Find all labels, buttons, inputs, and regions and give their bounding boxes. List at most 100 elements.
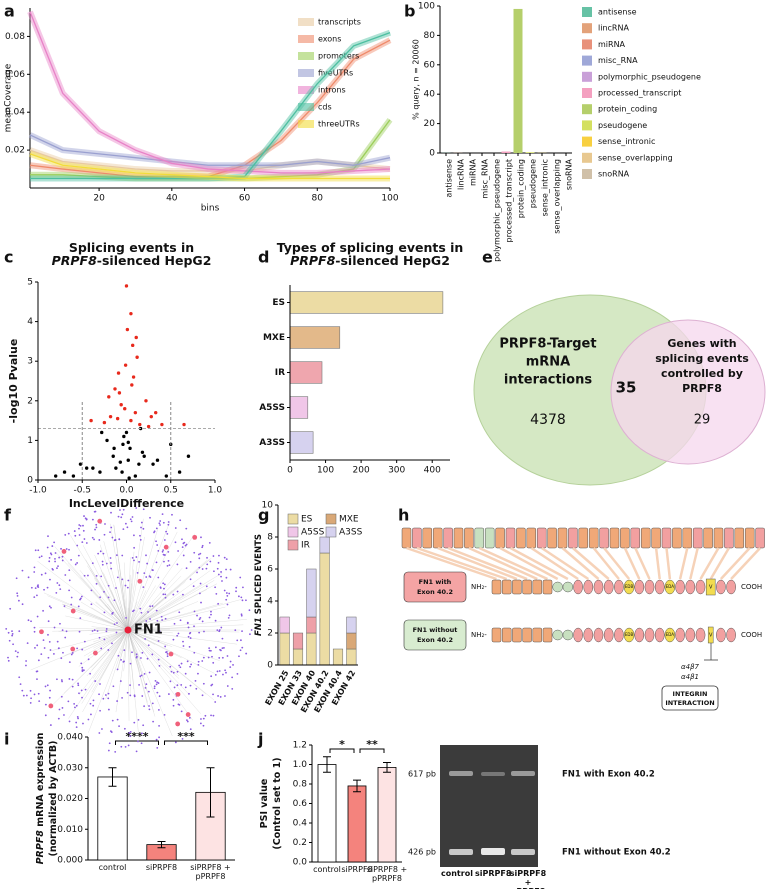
- network-node: [223, 556, 226, 559]
- network-node: [83, 640, 86, 643]
- network-node: [96, 630, 99, 632]
- network-node: [46, 684, 49, 687]
- legend-label: A5SS: [301, 528, 325, 538]
- network-edge: [127, 616, 150, 631]
- network-node: [145, 683, 148, 685]
- network-node: [120, 745, 123, 748]
- isoform-box: [403, 571, 467, 603]
- network-node: [44, 572, 47, 575]
- network-node: [95, 523, 98, 526]
- module-link: [603, 547, 631, 580]
- x-tick-label: 80: [312, 194, 324, 204]
- module: [522, 579, 532, 595]
- network-node: [158, 736, 160, 739]
- network-node: [112, 685, 115, 688]
- network-edge: [127, 608, 151, 631]
- network-edge: [127, 629, 148, 703]
- network-node: [18, 599, 20, 602]
- network-node: [11, 634, 14, 637]
- network-edge: [127, 599, 242, 631]
- network-node: [87, 574, 89, 577]
- label-part: PRPF8: [35, 830, 46, 865]
- network-node: [151, 569, 154, 571]
- network-node: [217, 573, 220, 576]
- module: [542, 627, 553, 643]
- network-node: [241, 646, 244, 649]
- bar-segment: [319, 536, 330, 554]
- network-node: [121, 513, 124, 516]
- network-edge: [64, 629, 129, 656]
- network-node: [198, 566, 201, 569]
- network-edge: [87, 565, 129, 631]
- network-node: [159, 520, 162, 522]
- network-node: [193, 551, 196, 554]
- network-node: [85, 542, 88, 544]
- network-hub-node: [93, 650, 98, 656]
- network-node: [70, 596, 73, 599]
- network-node: [11, 630, 13, 633]
- network-node: [84, 688, 87, 691]
- integrin: α4β7: [681, 663, 700, 671]
- gel-band: [511, 771, 535, 776]
- network-node: [172, 638, 175, 641]
- protein-diagram: FN1 with Exon 40.2 FN1 without Exon 40.2…: [401, 527, 765, 711]
- network-node: [76, 562, 79, 564]
- network-node: [223, 647, 225, 649]
- module: [593, 579, 604, 595]
- network-node: [211, 655, 213, 658]
- network-edge: [107, 603, 129, 631]
- point: [89, 418, 93, 423]
- module: [464, 527, 474, 549]
- venn-count: 29: [694, 413, 711, 428]
- network-node: [224, 669, 227, 672]
- network-node: [74, 563, 77, 566]
- network-node: [174, 741, 177, 744]
- x-tick-label: snoRNA: [565, 158, 574, 190]
- series-line: [29, 134, 391, 166]
- y-tick-label: A5SS: [259, 403, 285, 413]
- module: [734, 527, 745, 549]
- network-edge: [50, 629, 129, 707]
- network-node: [47, 535, 49, 538]
- network-edge: [127, 560, 207, 631]
- bar: [377, 767, 397, 863]
- network-node: [124, 745, 127, 748]
- network-node: [172, 593, 175, 596]
- network-node: [201, 660, 204, 662]
- network-node: [78, 630, 81, 633]
- bar: [97, 776, 128, 861]
- legend-label: polymorphic_pseudogene: [598, 72, 701, 81]
- network-node: [180, 710, 183, 713]
- network-node: [37, 549, 40, 552]
- network-node: [82, 529, 85, 532]
- point: [155, 458, 160, 462]
- network-node: [48, 560, 51, 563]
- network-node: [9, 607, 12, 610]
- network-node: [159, 586, 162, 589]
- venn-label: Genes with: [667, 337, 736, 350]
- network-node: [249, 633, 251, 636]
- network-node: [14, 650, 17, 652]
- network-node: [229, 568, 232, 571]
- network-node: [241, 630, 243, 633]
- network-edge: [127, 629, 193, 721]
- bar: [289, 361, 323, 384]
- network-node: [214, 701, 217, 703]
- network-node: [81, 666, 84, 669]
- network-node: [141, 651, 144, 654]
- point: [102, 420, 107, 425]
- network-edge: [86, 629, 129, 677]
- label-part: -silenced HepG2: [97, 253, 212, 268]
- panel-letters: a b c d e f g h i j: [4, 2, 493, 749]
- module: [644, 627, 655, 643]
- module: [685, 627, 696, 643]
- module: [432, 527, 443, 549]
- network-edge: [67, 562, 129, 631]
- y-tick-label: 0.040: [57, 733, 83, 743]
- network-node: [40, 555, 43, 558]
- legend-label: fiveUTRs: [318, 69, 353, 78]
- legend-swatch: [325, 526, 337, 538]
- network-edge: [93, 629, 129, 643]
- network-node: [127, 579, 130, 582]
- network-node: [142, 586, 145, 589]
